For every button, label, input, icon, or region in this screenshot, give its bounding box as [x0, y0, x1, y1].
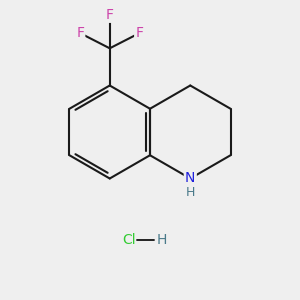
Text: F: F [135, 26, 143, 40]
Text: H: H [157, 233, 167, 247]
Text: Cl: Cl [122, 233, 136, 247]
Text: N: N [185, 172, 196, 185]
Text: F: F [76, 26, 84, 40]
Text: F: F [106, 8, 114, 22]
Text: H: H [186, 185, 195, 199]
